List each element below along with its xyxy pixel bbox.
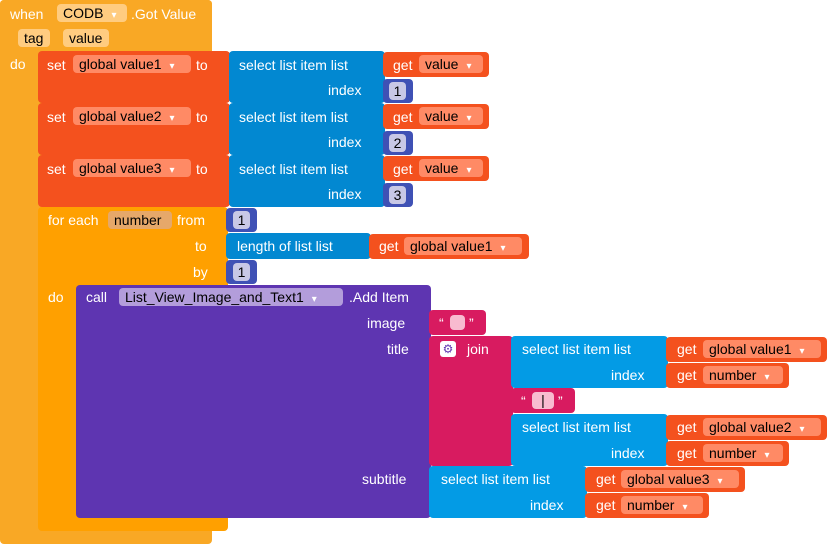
join-block[interactable]	[429, 336, 513, 466]
number-value[interactable]: 1	[389, 82, 406, 100]
when-label: when	[10, 6, 44, 22]
loop-var-number[interactable]: number	[108, 211, 172, 229]
method-label: .Add Item	[349, 289, 409, 305]
number-value[interactable]: 3	[389, 186, 406, 204]
to-label: to	[196, 161, 208, 177]
get-label: get	[677, 341, 697, 357]
index-label: index	[328, 186, 362, 202]
set-label: set	[47, 109, 66, 125]
index-label: index	[611, 445, 645, 461]
call-label: call	[86, 289, 108, 305]
loop-do-label: do	[48, 289, 64, 305]
subtitle-label: subtitle	[362, 471, 407, 487]
select-list-item-subtitle[interactable]	[429, 466, 587, 518]
get-label: get	[677, 367, 697, 383]
for-each-label: for each	[48, 212, 99, 228]
param-tag[interactable]: tag	[18, 29, 50, 47]
select-list-item-label: select list item list	[239, 57, 348, 73]
component-dropdown-codb[interactable]: CODB	[57, 4, 127, 22]
select-list-item-block-3[interactable]	[229, 155, 385, 207]
select-list-item-label: select list item list	[522, 341, 631, 357]
get-var-dropdown[interactable]: value	[419, 55, 483, 73]
select-list-item-label: select list item list	[239, 109, 348, 125]
event-name: .Got Value	[131, 6, 197, 22]
set-var-dropdown-value3[interactable]: global value3	[73, 159, 191, 177]
image-label: image	[367, 315, 406, 331]
get-var-dropdown[interactable]: number	[703, 366, 783, 384]
select-list-item-block-2[interactable]	[229, 103, 385, 155]
from-label: from	[177, 212, 205, 228]
index-label: index	[328, 134, 362, 150]
get-label: get	[393, 57, 413, 73]
loop-to-label: to	[195, 238, 207, 254]
select-list-item-title2[interactable]	[511, 414, 668, 466]
get-label: get	[393, 109, 413, 125]
select-list-item-label: select list item list	[522, 419, 631, 435]
get-label: get	[393, 161, 413, 177]
close-quote: ”	[469, 315, 474, 331]
param-value[interactable]: value	[63, 29, 109, 47]
by-number-value[interactable]: 1	[233, 263, 250, 281]
event-do-label: do	[10, 56, 26, 72]
index-label: index	[530, 497, 564, 513]
get-label: get	[677, 419, 697, 435]
number-value[interactable]: 2	[389, 134, 406, 152]
set-label: set	[47, 161, 66, 177]
from-number-value[interactable]: 1	[233, 211, 250, 229]
set-var-dropdown-value2[interactable]: global value2	[73, 107, 191, 125]
get-var-dropdown[interactable]: global value1	[703, 340, 821, 358]
set-label: set	[47, 57, 66, 73]
to-label: to	[196, 109, 208, 125]
index-label: index	[611, 367, 645, 383]
get-label: get	[596, 497, 616, 513]
select-list-item-block-1[interactable]	[229, 51, 385, 103]
get-var-dropdown[interactable]: number	[621, 496, 703, 514]
get-var-dropdown[interactable]: global value3	[621, 470, 739, 488]
to-label: to	[196, 57, 208, 73]
length-of-list-label: length of list list	[237, 238, 333, 254]
separator-text-field[interactable]: |	[532, 392, 554, 409]
component-dropdown-listview[interactable]: List_View_Image_and_Text1	[119, 288, 343, 306]
get-label: get	[379, 238, 399, 254]
get-var-dropdown[interactable]: global value1	[404, 237, 522, 255]
select-list-item-title1[interactable]	[511, 336, 668, 388]
close-quote: ”	[558, 393, 563, 409]
empty-text-field[interactable]	[450, 315, 465, 330]
get-label: get	[596, 471, 616, 487]
join-label: join	[467, 341, 489, 357]
set-var-dropdown-value1[interactable]: global value1	[73, 55, 191, 73]
call-add-item-block[interactable]	[76, 285, 431, 518]
get-var-dropdown[interactable]: value	[419, 107, 483, 125]
get-var-dropdown[interactable]: global value2	[703, 418, 821, 436]
get-var-dropdown[interactable]: value	[419, 159, 483, 177]
index-label: index	[328, 82, 362, 98]
title-label: title	[387, 341, 409, 357]
select-list-item-label: select list item list	[441, 471, 550, 487]
by-label: by	[193, 264, 208, 280]
select-list-item-label: select list item list	[239, 161, 348, 177]
gear-icon[interactable]: ⚙	[440, 341, 456, 357]
get-var-dropdown[interactable]: number	[703, 444, 783, 462]
open-quote: “	[439, 315, 444, 331]
length-of-list-block[interactable]	[226, 233, 371, 259]
open-quote: “	[521, 393, 526, 409]
get-label: get	[677, 445, 697, 461]
